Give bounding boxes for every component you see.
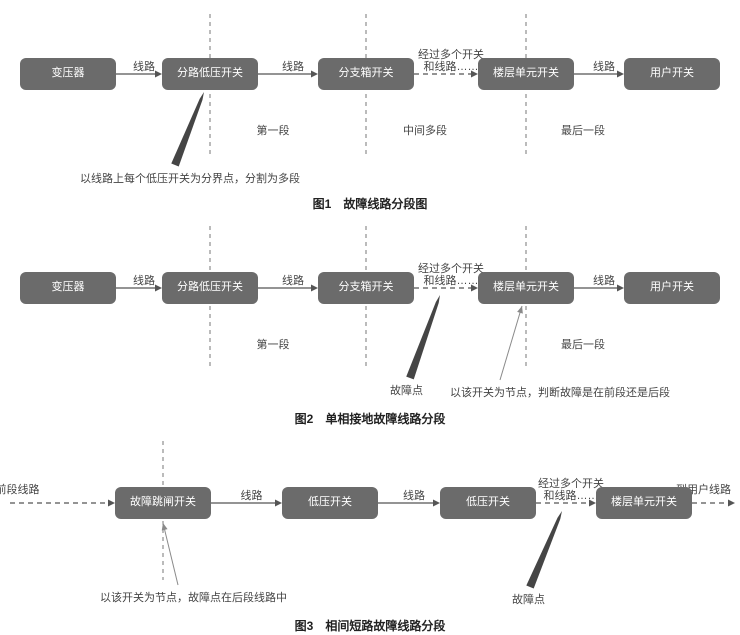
fig3: 前段线路线路线路经过多个开关和线路……到用户线路故障跳闸开关低压开关低压开关楼层… (0, 435, 740, 635)
flow-node: 故障跳闸开关 (115, 487, 211, 519)
flow-node: 楼层单元开关 (478, 58, 574, 90)
flow-node: 分支箱开关 (318, 272, 414, 304)
pointer-label: 以线路上每个低压开关为分界点，分割为多段 (80, 170, 300, 186)
flow-node: 变压器 (20, 58, 116, 90)
pointer-label: 故障点 (390, 382, 423, 398)
pointer-label: 以该开关为节点，判断故障是在前段还是后段 (450, 384, 670, 400)
section-label: 第一段 (238, 122, 308, 138)
flow-node: 低压开关 (440, 487, 536, 519)
section-label: 第一段 (238, 336, 308, 352)
pointer-label: 以该开关为节点，故障点在后段线路中 (100, 589, 287, 605)
figure-caption: 图1 故障线路分段图 (0, 195, 740, 212)
fig2: 线路线路经过多个开关和线路……线路变压器分路低压开关分支箱开关楼层单元开关用户开… (0, 220, 740, 425)
flow-node: 低压开关 (282, 487, 378, 519)
figure-caption: 图2 单相接地故障线路分段 (0, 410, 740, 427)
flow-node: 分路低压开关 (162, 272, 258, 304)
pointer-label: 故障点 (512, 591, 545, 607)
flow-node: 用户开关 (624, 58, 720, 90)
section-label: 中间多段 (390, 122, 460, 138)
section-label: 最后一段 (548, 122, 618, 138)
flow-node: 分路低压开关 (162, 58, 258, 90)
flow-node: 分支箱开关 (318, 58, 414, 90)
flow-node: 用户开关 (624, 272, 720, 304)
flow-node: 楼层单元开关 (478, 272, 574, 304)
flow-node: 变压器 (20, 272, 116, 304)
edge-label: 前段线路 (0, 481, 68, 497)
section-label: 最后一段 (548, 336, 618, 352)
figure-caption: 图3 相间短路故障线路分段 (0, 617, 740, 634)
flow-node: 楼层单元开关 (596, 487, 692, 519)
fig1: 线路线路经过多个开关和线路……线路变压器分路低压开关分支箱开关楼层单元开关用户开… (0, 10, 740, 210)
